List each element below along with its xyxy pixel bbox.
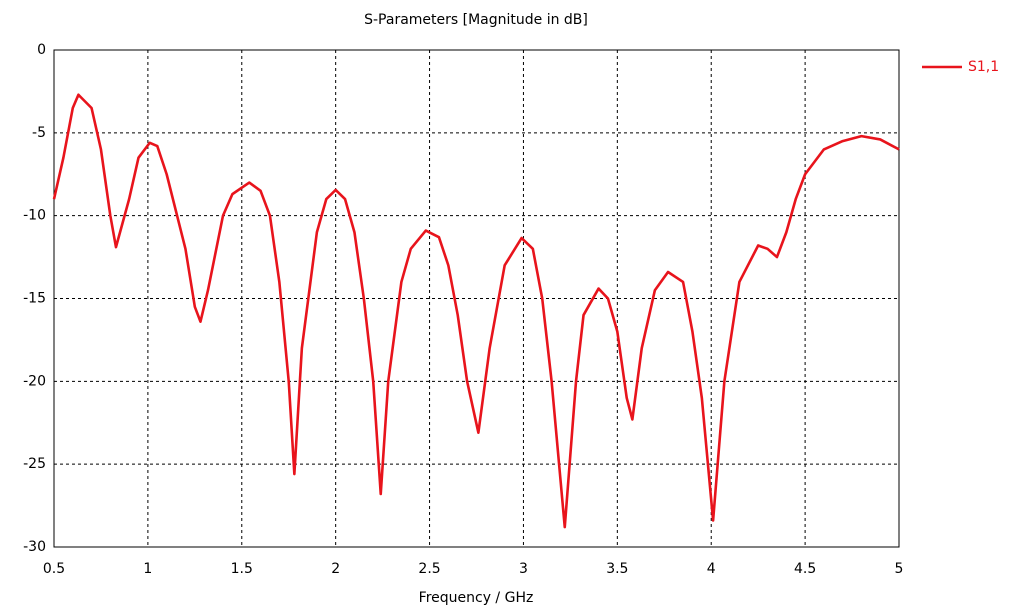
x-tick-label: 4.5 [794,561,816,577]
y-tick-label: 0 [37,42,46,58]
x-tick-label: 5 [895,561,904,577]
x-tick-label: 3.5 [606,561,628,577]
y-tick-label: -5 [32,125,46,141]
x-axis-label: Frequency / GHz [419,590,534,606]
data-line [52,93,900,529]
y-tick-label: -20 [23,373,46,389]
x-tick-label: 4 [707,561,716,577]
x-tick-label: 3 [519,561,528,577]
y-tick-label: -25 [23,456,46,472]
x-tick-label: 2.5 [418,561,440,577]
x-tick-label: 1.5 [231,561,253,577]
y-tick-label: -30 [23,539,46,555]
y-tick-label: -10 [23,208,46,224]
y-tick-label: -15 [23,291,46,307]
x-tick-label: 0.5 [43,561,65,577]
x-tick-label: 2 [331,561,340,577]
x-tick-label: 1 [143,561,152,577]
chart-title: S-Parameters [Magnitude in dB] [364,12,588,28]
legend-label: S1,1 [968,59,999,75]
